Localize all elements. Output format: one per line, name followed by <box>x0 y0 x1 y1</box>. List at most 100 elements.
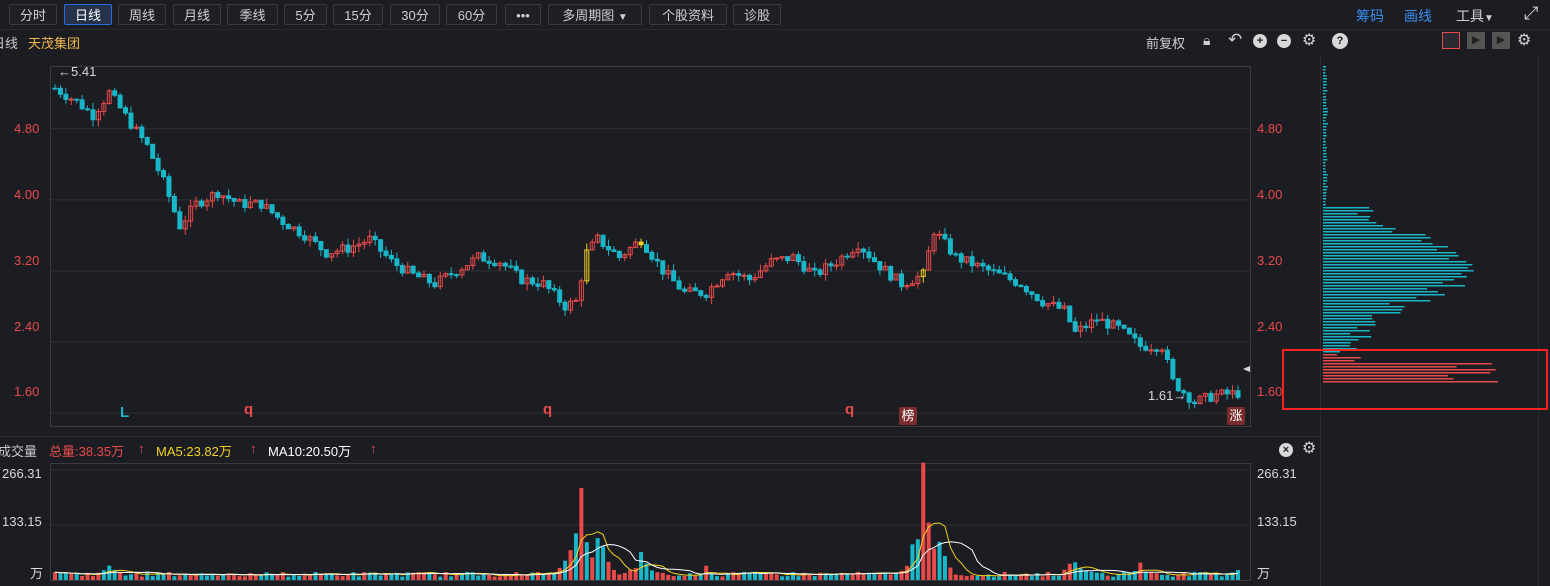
volume-settings-icon[interactable]: ⚙ <box>1302 440 1317 457</box>
chip-distribution-link[interactable]: 筹码 <box>1356 8 1384 24</box>
draw-line-link[interactable]: 画线 <box>1404 8 1432 24</box>
adjust-mode-selector[interactable]: 前复权 <box>1146 36 1186 51</box>
volume-bar <box>1062 569 1067 580</box>
volume-bar <box>508 574 513 580</box>
volume-bar <box>150 576 155 580</box>
tab-30min[interactable]: 30分 <box>390 4 440 25</box>
chip-bar <box>1323 246 1448 248</box>
candle-body <box>182 220 188 230</box>
volume-bar <box>166 571 171 580</box>
candle-body <box>139 126 145 138</box>
candle-body <box>410 265 416 274</box>
multi-period-dropdown[interactable]: 多周期图 ▼ <box>548 4 642 25</box>
candle-body <box>899 273 905 288</box>
tab-rixian[interactable]: 日线 <box>64 4 112 25</box>
signal-marker[interactable]: q <box>543 401 553 418</box>
list-view-icon[interactable] <box>1442 32 1460 49</box>
candle-body <box>1154 349 1160 352</box>
candle-body <box>459 269 465 276</box>
volume-bar <box>514 572 519 580</box>
gear-icon[interactable]: ⚙ <box>1302 32 1317 49</box>
stock-profile-button[interactable]: 个股资料 <box>649 4 727 25</box>
tools-dropdown[interactable]: 工具▼ <box>1456 6 1494 26</box>
candle-body <box>123 107 129 114</box>
diagnose-button[interactable]: 诊股 <box>733 4 781 25</box>
chip-bar <box>1323 195 1327 197</box>
chip-settings-icon[interactable]: ⚙ <box>1517 32 1532 49</box>
tab-fenshi[interactable]: 分时 <box>9 4 57 25</box>
chip-bar <box>1323 240 1422 242</box>
volume-bar <box>769 573 774 580</box>
volume-bar <box>579 487 584 580</box>
candle-body <box>258 199 264 209</box>
candle-body <box>318 240 324 251</box>
candle-body <box>1202 392 1208 397</box>
tab-60min[interactable]: 60分 <box>446 4 497 25</box>
signal-marker[interactable]: L <box>120 404 130 421</box>
zoom-out-icon[interactable]: − <box>1277 34 1291 48</box>
volume-bar <box>1198 572 1203 580</box>
signal-marker[interactable]: q <box>845 401 855 418</box>
candle-body <box>855 248 861 254</box>
candle-body <box>730 273 736 276</box>
candle-body <box>1056 301 1062 309</box>
more-periods-button[interactable]: ••• <box>505 4 541 25</box>
close-icon[interactable]: × <box>1279 443 1293 457</box>
expand-icon[interactable]: ⤢ <box>1524 3 1539 23</box>
lock-icon[interactable]: 🔒︎ <box>1203 32 1211 48</box>
volume-bar <box>384 574 389 580</box>
y-tick-left: 2.40 <box>14 319 40 334</box>
candle-body <box>578 280 584 301</box>
volume-bar <box>1051 575 1056 580</box>
volume-bar <box>1187 576 1192 580</box>
volume-bar <box>1046 571 1051 580</box>
tab-zhouxian[interactable]: 周线 <box>118 4 166 25</box>
volume-bar <box>128 574 133 580</box>
rank-badge[interactable]: 榜 <box>899 407 917 425</box>
chip-bar <box>1323 204 1326 206</box>
volume-bar <box>872 572 877 580</box>
chip-bar <box>1323 231 1393 233</box>
signal-marker[interactable]: q <box>244 401 254 418</box>
vol-tick-right: 133.15 <box>1257 514 1297 529</box>
volume-bar <box>1192 571 1197 580</box>
zoom-in-icon[interactable]: + <box>1253 34 1267 48</box>
candle-body <box>709 286 715 298</box>
volume-bar <box>1029 576 1034 580</box>
arrow-up-icon: ↑ <box>138 441 145 456</box>
volume-bar <box>926 522 931 580</box>
candle-body <box>1143 345 1149 351</box>
limit-up-badge[interactable]: 涨 <box>1227 407 1245 425</box>
candle-body <box>79 99 85 110</box>
chip-bar <box>1323 312 1401 314</box>
chip-bar <box>1323 111 1328 113</box>
candle-body <box>280 216 286 225</box>
volume-bar <box>687 573 692 580</box>
volume-bar <box>677 575 682 580</box>
tab-yuexian[interactable]: 月线 <box>173 4 221 25</box>
volume-bar <box>617 574 622 580</box>
volume-bar <box>1073 562 1078 580</box>
candle-body <box>768 258 774 267</box>
chip-bar <box>1323 123 1328 125</box>
candle-body <box>622 254 628 259</box>
volume-bar <box>530 572 535 580</box>
candle-body <box>1197 395 1203 405</box>
tab-5min[interactable]: 5分 <box>284 4 327 25</box>
candle-body <box>996 269 1002 274</box>
candle-body <box>1186 392 1192 403</box>
volume-bar <box>449 576 454 580</box>
candle-body <box>475 252 481 259</box>
undo-icon[interactable]: ↶ <box>1228 30 1243 49</box>
play-end-icon[interactable]: ▶ <box>1492 32 1510 49</box>
tab-jixian[interactable]: 季线 <box>227 4 278 25</box>
candle-body <box>416 272 422 278</box>
play-icon[interactable]: ▶ <box>1467 32 1485 49</box>
chip-bar <box>1323 210 1374 212</box>
candle-body <box>502 262 508 267</box>
candle-body <box>719 279 725 287</box>
tab-15min[interactable]: 15分 <box>333 4 383 25</box>
candle-body <box>909 283 915 287</box>
help-icon[interactable]: ? <box>1332 33 1348 49</box>
